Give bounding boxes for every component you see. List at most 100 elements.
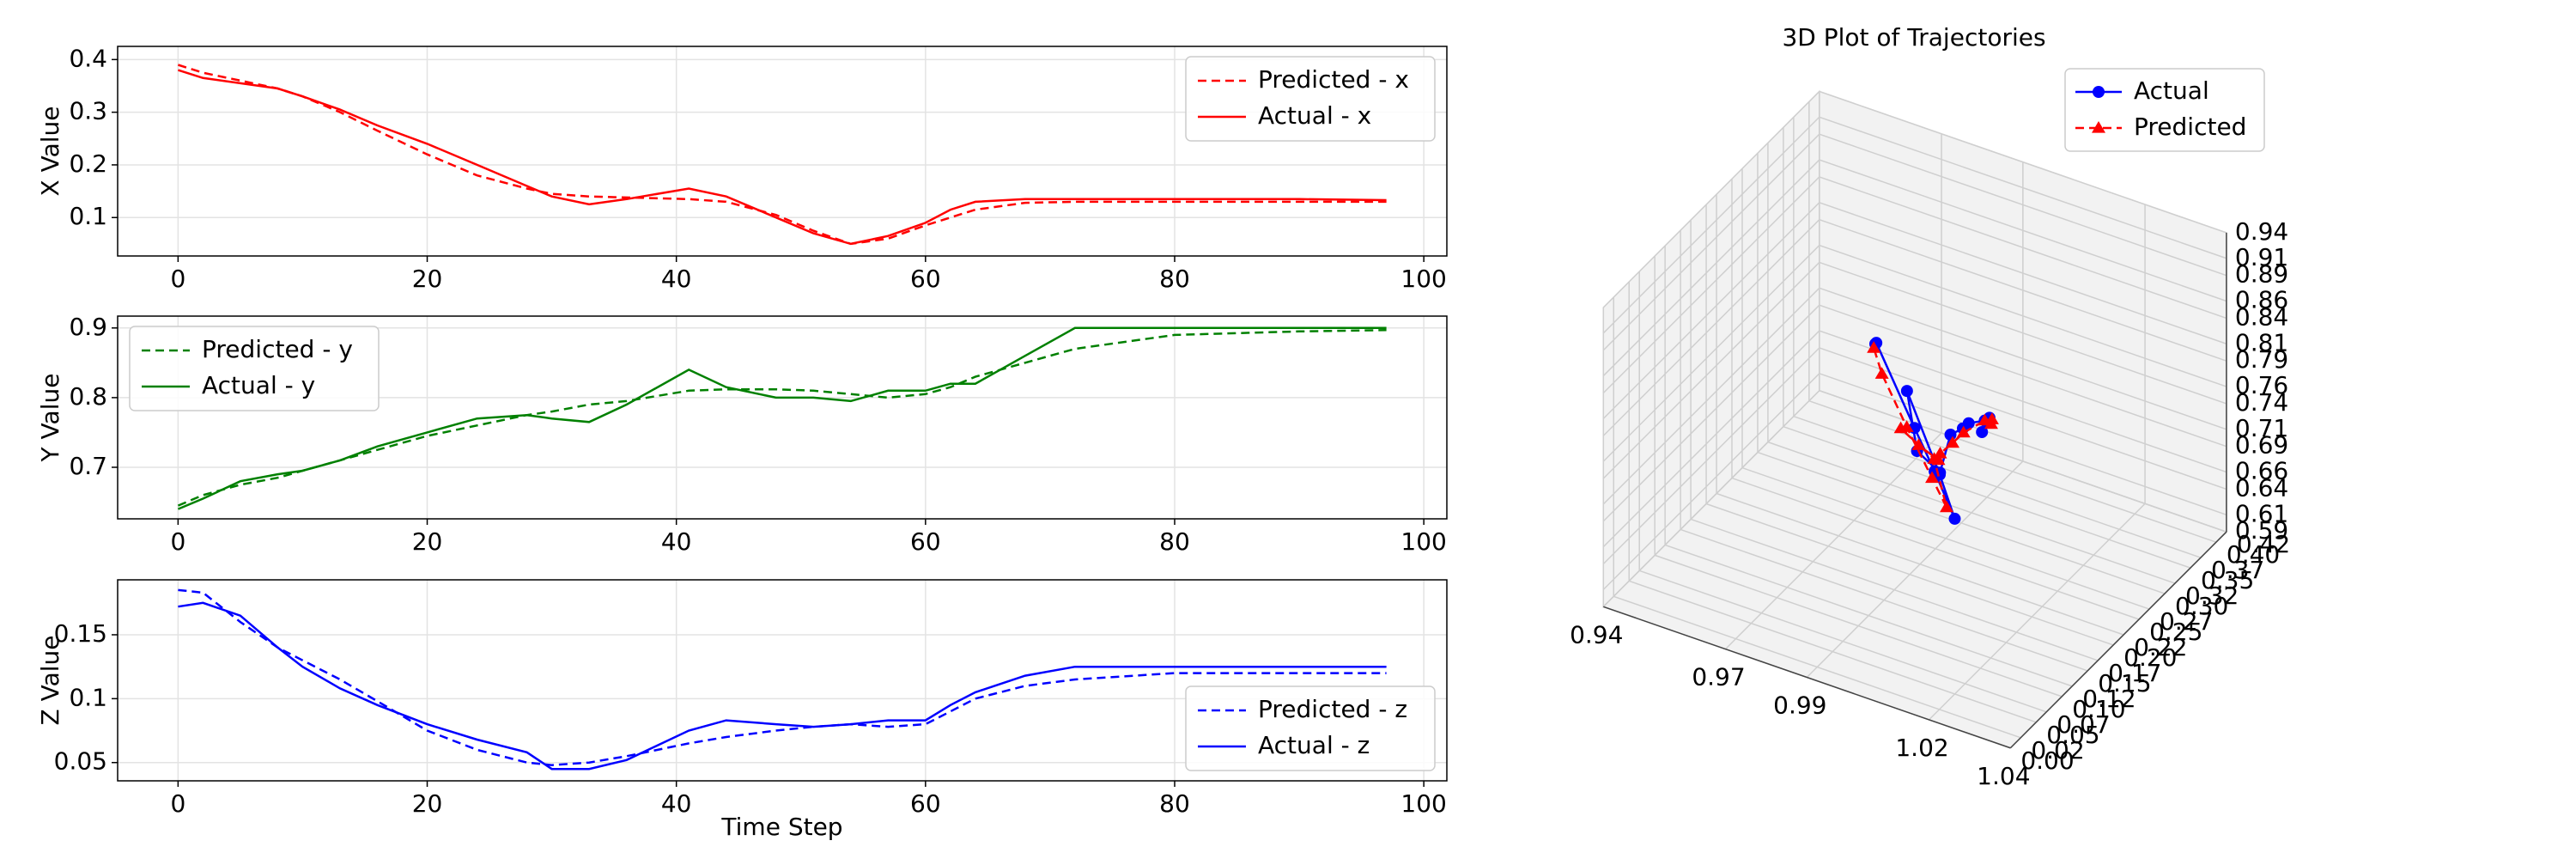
legend: Predicted - y Actual - y — [129, 326, 380, 411]
x-tick-label: 40 — [661, 789, 692, 818]
grid-line — [1819, 176, 2227, 320]
grid-line — [1705, 503, 2114, 646]
y-tick-label: 0.17 — [2108, 659, 2161, 687]
legend-label: Predicted - x — [1258, 65, 1409, 94]
legend-box — [129, 326, 380, 411]
axes-frame — [117, 46, 1448, 257]
data-point — [1867, 341, 1881, 353]
y-tick-label: 0.4 — [69, 44, 107, 72]
y-tick-label: 0.12 — [2082, 685, 2136, 713]
axis-line — [1603, 606, 2011, 749]
data-point — [1911, 438, 1926, 450]
x-tick-label: 0 — [170, 265, 185, 293]
legend: Predicted - z Actual - z — [1185, 685, 1436, 771]
grid-line — [1819, 90, 2227, 234]
grid-line — [1819, 218, 2227, 362]
x-tick-label: 80 — [1159, 265, 1190, 293]
grid-line — [1613, 595, 2021, 739]
y-tick-label: 0.2 — [69, 149, 107, 178]
grid-line — [1819, 261, 2227, 405]
x-tick-label: 0 — [170, 527, 185, 556]
grid-line — [1819, 304, 2227, 448]
data-line — [178, 588, 1387, 766]
x-tick-label: 0.97 — [1692, 663, 1745, 691]
grid-line — [1602, 347, 1820, 565]
y-tick-label: 0.3 — [69, 97, 107, 125]
z-tick-label: 0.76 — [2235, 371, 2288, 399]
y-tick-label: 0.37 — [2211, 556, 2264, 584]
z-tick-label: 0.59 — [2235, 516, 2288, 545]
grid-line — [1819, 133, 2227, 277]
legend-label: Predicted - y — [202, 335, 353, 363]
x-tick-label: 100 — [1400, 527, 1446, 556]
y-tick-label: 0.07 — [2057, 710, 2110, 739]
z-tick-label: 0.69 — [2235, 431, 2288, 460]
x-tick-label: 60 — [910, 265, 941, 293]
data-point — [1874, 367, 1889, 379]
grid-line — [1757, 451, 2166, 594]
y-tick-label: 0.22 — [2134, 633, 2187, 661]
x-tick-label: 1.02 — [1895, 734, 1948, 762]
y-tick-label: 0.15 — [54, 619, 107, 648]
y-tick-label: 0.10 — [2072, 695, 2125, 723]
legend-label: Actual — [2134, 76, 2209, 105]
y-tick-label: 0.20 — [2123, 643, 2177, 672]
data-point — [1933, 446, 1947, 459]
grid-line — [1602, 159, 1820, 377]
legend-marker — [2092, 121, 2105, 133]
grid-line — [1602, 261, 1820, 479]
y-tick-label: 0.8 — [69, 382, 107, 411]
z-tick-label: 0.64 — [2235, 473, 2288, 502]
z-tick-label: 0.61 — [2235, 499, 2288, 527]
x-tick-label: 60 — [910, 789, 941, 818]
x-tick-label: 0.94 — [1570, 620, 1623, 649]
x-tick-label: 40 — [661, 527, 692, 556]
grid-line — [1819, 390, 2227, 533]
data-point — [1946, 436, 1960, 448]
grid-line — [1602, 304, 1820, 522]
y-tick-label: 0.42 — [2237, 530, 2290, 558]
data-line — [177, 326, 1387, 510]
axes-frame — [117, 315, 1448, 520]
grid-line — [1602, 390, 1820, 607]
legend-label: Actual - x — [1258, 101, 1371, 130]
y-tick-label: 0.15 — [2098, 669, 2151, 698]
grid-line — [1819, 116, 2227, 259]
y-tick-label: 0.32 — [2185, 582, 2239, 610]
y-tick-label: 0.40 — [2227, 540, 2280, 569]
data-point — [1940, 500, 1953, 513]
z-tick-label: 0.89 — [2235, 260, 2288, 289]
grid-line — [1664, 544, 2073, 687]
z-tick-label: 0.84 — [2235, 302, 2288, 331]
x-tick-label: 1.04 — [1977, 762, 2030, 790]
x-tick-label: 0.99 — [1773, 691, 1826, 720]
grid-line — [1602, 90, 1820, 308]
y-tick-label: 0.35 — [2201, 566, 2254, 594]
grid-line — [1602, 116, 1820, 334]
y-tick-label: 0.1 — [69, 683, 107, 711]
legend-label: Actual - y — [202, 371, 315, 399]
legend-marker — [2093, 86, 2105, 98]
data-point — [1927, 452, 1941, 464]
grid-line — [1819, 202, 2227, 344]
chart-title: 3D Plot of Trajectories — [1782, 23, 2045, 52]
grid-line — [1638, 570, 2047, 713]
legend: Actual Predicted — [2064, 68, 2265, 152]
legend-box — [2064, 68, 2265, 152]
z-tick-label: 0.94 — [2235, 217, 2288, 246]
y-tick-label: 0.7 — [69, 452, 107, 480]
z-tick-label: 0.66 — [2235, 457, 2288, 485]
x-tick-label: 0 — [170, 789, 185, 818]
y-tick-label: 0.05 — [2046, 721, 2099, 749]
x-tick-label: 80 — [1159, 527, 1190, 556]
data-point — [1925, 471, 1940, 484]
grid-line — [1741, 466, 2150, 610]
data-point — [1978, 413, 1992, 426]
grid-line — [1602, 219, 1820, 436]
y-tick-label: 0.00 — [2020, 746, 2074, 775]
y-tick-label: 0.27 — [2160, 607, 2213, 636]
grid-line — [1690, 518, 2099, 661]
grid-line — [1602, 373, 1820, 590]
grid-line — [1602, 245, 1820, 462]
